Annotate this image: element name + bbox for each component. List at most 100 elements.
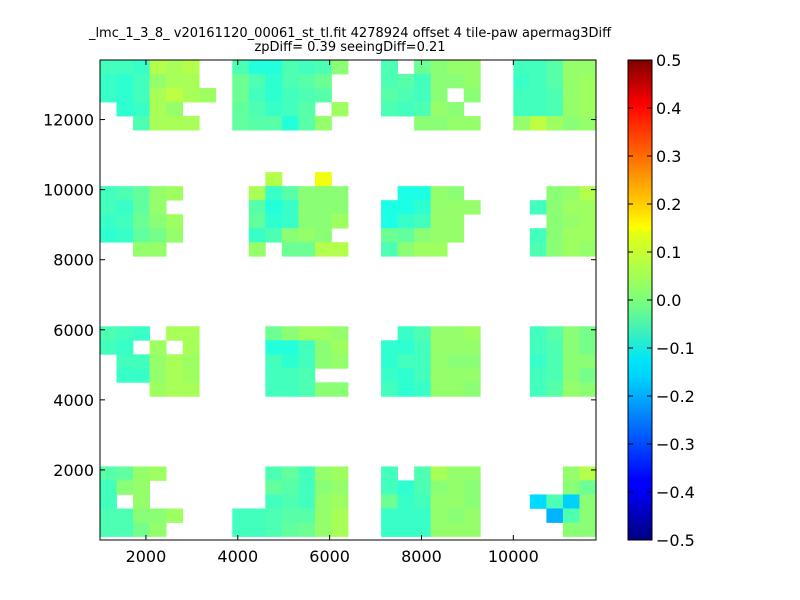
heatmap-cell — [397, 382, 415, 397]
heatmap-cell — [166, 186, 184, 201]
heatmap-cell — [529, 340, 547, 355]
heatmap-cell — [265, 340, 283, 355]
heatmap-cell — [100, 326, 117, 341]
heatmap-cell — [232, 60, 250, 75]
heatmap-cell — [248, 74, 266, 89]
heatmap-cell — [562, 326, 580, 341]
chart-title: _lmc_1_3_8_ v20161120_00061_st_tl.fit 42… — [88, 26, 612, 41]
heatmap-cell — [381, 242, 398, 257]
heatmap-cell — [298, 228, 316, 243]
heatmap-cell — [314, 172, 332, 187]
heatmap-cell — [116, 466, 134, 481]
heatmap-cell — [149, 74, 167, 89]
heatmap-cell — [331, 60, 349, 75]
heatmap-cell — [133, 88, 150, 103]
heatmap-cell — [133, 74, 150, 89]
heatmap-cell — [281, 382, 299, 397]
heatmap-cell — [265, 172, 283, 187]
heatmap-cell — [149, 382, 167, 397]
heatmap-cell — [381, 354, 398, 369]
heatmap-cell — [248, 522, 266, 537]
heatmap-cell — [331, 522, 349, 537]
heatmap-cell — [397, 522, 415, 537]
heatmap-cell — [529, 88, 547, 103]
heatmap-cell — [546, 354, 564, 369]
heatmap-cell — [100, 88, 117, 103]
heatmap-cell — [562, 466, 580, 481]
heatmap-cell — [447, 354, 465, 369]
heatmap-cell — [166, 508, 184, 523]
heatmap-cell — [463, 200, 481, 215]
heatmap-cell — [529, 116, 547, 131]
heatmap-cell — [463, 88, 481, 103]
heatmap-cell — [149, 186, 167, 201]
heatmap-cell — [116, 186, 134, 201]
heatmap-cell — [133, 480, 150, 495]
heatmap-cell — [430, 102, 448, 117]
heatmap-cell — [281, 200, 299, 215]
heatmap-cell — [314, 508, 332, 523]
heatmap-cell — [100, 228, 117, 243]
heatmap-cell — [529, 60, 547, 75]
heatmap-cell — [166, 368, 184, 383]
heatmap-cell — [546, 214, 564, 229]
heatmap-cell — [447, 368, 465, 383]
heatmap-cell — [397, 480, 415, 495]
heatmap-cell — [281, 88, 299, 103]
heatmap-cell — [596, 214, 613, 228]
heatmap-cell — [298, 354, 316, 369]
heatmap-cell — [281, 340, 299, 355]
heatmap-cell — [397, 340, 415, 355]
heatmap-cell — [149, 522, 167, 537]
heatmap-cell — [596, 522, 613, 536]
heatmap-cell — [281, 186, 299, 201]
heatmap-cell — [430, 60, 448, 75]
heatmap-cell — [166, 228, 184, 243]
heatmap-cell — [314, 242, 332, 257]
heatmap-cell — [265, 186, 283, 201]
heatmap-cell — [281, 116, 299, 131]
heatmap-cell — [529, 494, 547, 509]
heatmap-cell — [579, 200, 596, 215]
heatmap-cell — [265, 214, 283, 229]
heatmap-cell — [381, 368, 398, 383]
heatmap-cell — [331, 480, 349, 495]
heatmap-cell — [579, 326, 596, 341]
heatmap-cell — [331, 340, 349, 355]
heatmap-cell — [447, 74, 465, 89]
y-tick-label: 6000 — [53, 321, 94, 340]
heatmap-cell — [579, 74, 596, 89]
heatmap-cell — [529, 368, 547, 383]
heatmap-cell — [430, 116, 448, 131]
heatmap-cell — [596, 326, 613, 340]
heatmap-cell — [248, 102, 266, 117]
heatmap-cell — [414, 102, 432, 117]
heatmap-cell — [248, 242, 266, 257]
heatmap-cell — [546, 186, 564, 201]
heatmap-cell — [116, 326, 134, 341]
heatmap-cell — [381, 508, 398, 523]
heatmap-cell — [463, 382, 481, 397]
heatmap-cell — [596, 508, 613, 522]
heatmap-cell — [397, 228, 415, 243]
heatmap-cell — [281, 508, 299, 523]
heatmap-cell — [430, 354, 448, 369]
heatmap-cell — [579, 60, 596, 75]
heatmap-cell — [381, 74, 398, 89]
heatmap-cell — [414, 340, 432, 355]
heatmap-cell — [529, 102, 547, 117]
heatmap-cell — [298, 88, 316, 103]
heatmap-cell — [248, 60, 266, 75]
heatmap-cell — [314, 74, 332, 89]
heatmap-cell — [579, 382, 596, 397]
heatmap-cell — [463, 480, 481, 495]
heatmap-cell — [463, 508, 481, 523]
heatmap-cell — [331, 494, 349, 509]
heatmap-cell — [133, 354, 150, 369]
heatmap-cell — [397, 242, 415, 257]
heatmap-cell — [397, 508, 415, 523]
heatmap-cell — [579, 340, 596, 355]
heatmap-cell — [331, 200, 349, 215]
heatmap-cell — [513, 60, 531, 75]
heatmap-cell — [281, 494, 299, 509]
